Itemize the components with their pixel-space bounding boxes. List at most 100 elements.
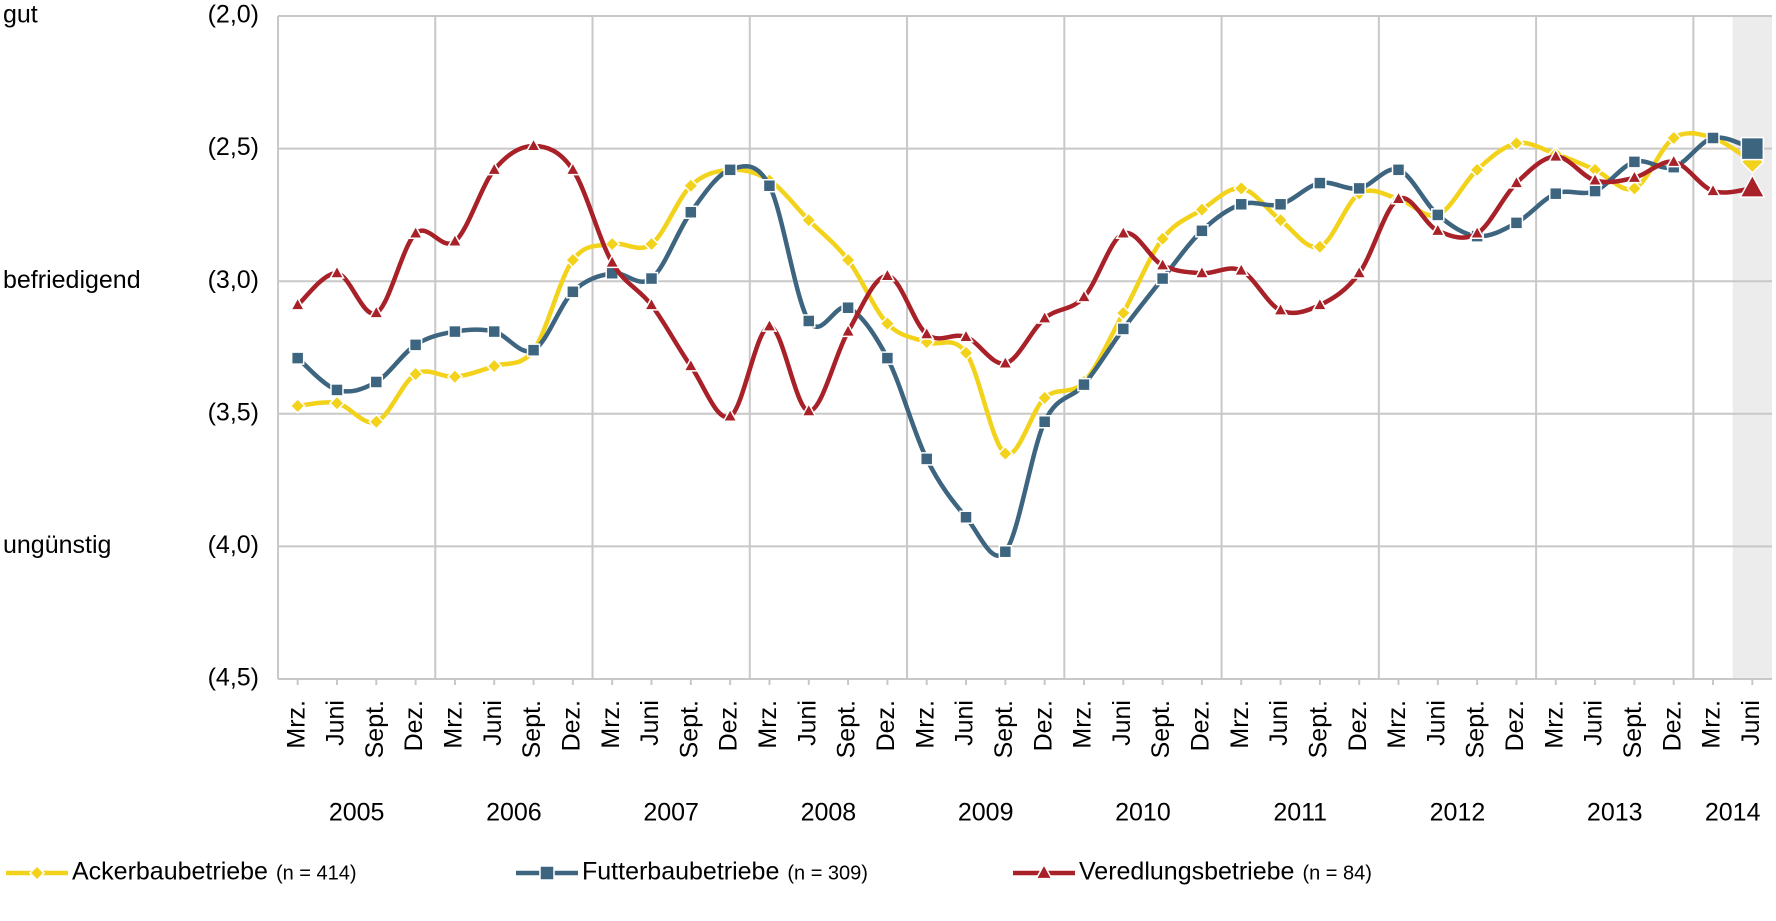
x-tick-label: Juni [1422, 700, 1450, 746]
data-point [1706, 131, 1720, 145]
data-point [840, 251, 857, 269]
data-point [958, 328, 974, 343]
data-point [761, 317, 778, 332]
y-tick-label: (3,5) [208, 398, 259, 426]
x-tick-label: Juni [322, 700, 350, 746]
data-point [1740, 136, 1765, 161]
data-point [1588, 184, 1602, 198]
data-point [644, 271, 659, 286]
x-tick-label: Dez. [557, 700, 585, 751]
x-tick-label: Dez. [872, 700, 900, 751]
data-point [1193, 201, 1210, 218]
data-point [1390, 190, 1407, 205]
series-line [297, 131, 1754, 457]
data-point [1115, 224, 1132, 240]
year-label: 2014 [1705, 799, 1761, 827]
y-tick-label: (4,0) [208, 531, 259, 559]
x-tick-label: Mrz. [1069, 700, 1097, 749]
legend-marker [28, 864, 46, 882]
data-point [1036, 309, 1053, 324]
legend-n-label: (n = 414) [276, 862, 357, 884]
data-point [959, 510, 973, 524]
data-point [918, 325, 935, 340]
data-point [1509, 216, 1524, 230]
data-point [368, 304, 385, 319]
data-point [328, 395, 346, 412]
x-tick-label: Juni [479, 700, 507, 746]
year-label: 2007 [643, 799, 699, 827]
data-point [1549, 186, 1563, 201]
data-point [1077, 377, 1091, 392]
year-label: 2009 [958, 799, 1014, 827]
data-point [486, 161, 503, 176]
data-point [840, 322, 856, 338]
data-point [1352, 181, 1366, 196]
data-point [290, 351, 305, 365]
x-tick-label: Mrz. [597, 700, 625, 749]
legend-n-label: (n = 84) [1302, 862, 1371, 884]
data-point [643, 296, 660, 311]
x-tick-label: Sept. [833, 700, 861, 758]
x-tick-label: Juni [1737, 700, 1765, 746]
x-tick-label: Mrz. [911, 700, 939, 749]
data-point [604, 236, 621, 253]
data-point [1351, 264, 1368, 279]
data-point [1154, 256, 1171, 271]
data-point [368, 413, 385, 430]
data-point [1391, 163, 1406, 177]
data-point [1037, 415, 1052, 429]
y-tick-label: (4,5) [208, 664, 259, 692]
x-tick-label: Juni [1580, 700, 1608, 746]
x-tick-label: Mrz. [1540, 700, 1568, 749]
rating-label: gut [3, 1, 38, 29]
data-point [1311, 238, 1328, 255]
data-point [408, 338, 423, 352]
year-label: 2008 [801, 799, 857, 827]
data-point [1233, 180, 1250, 197]
x-tick-label: Mrz. [1383, 700, 1411, 749]
x-tick-label: Mrz. [754, 700, 782, 749]
x-tick-label: Mrz. [1698, 700, 1726, 749]
data-point [1313, 176, 1327, 190]
x-tick-label: Dez. [1187, 700, 1215, 751]
data-point [997, 445, 1014, 462]
data-point [369, 375, 384, 389]
data-point [487, 324, 501, 339]
legend-label: Futterbaubetriebe [582, 858, 779, 886]
data-point [1665, 129, 1682, 147]
data-point [682, 357, 699, 372]
x-tick-label: Sept. [1304, 700, 1332, 758]
x-tick-label: Dez. [400, 700, 428, 751]
data-point [486, 358, 503, 375]
data-point [1665, 153, 1682, 168]
highlight-band [1732, 16, 1772, 679]
data-point [1429, 222, 1446, 237]
data-point [762, 178, 777, 193]
x-tick-label: Sept. [990, 700, 1018, 758]
data-point [1587, 171, 1603, 186]
data-point [841, 300, 855, 315]
data-point [997, 354, 1014, 369]
data-point [1547, 147, 1564, 163]
x-tick-label: Mrz. [1226, 700, 1254, 749]
data-point [1469, 161, 1486, 178]
data-point [1705, 182, 1721, 197]
x-tick-label: Sept. [675, 700, 703, 758]
data-point [330, 383, 344, 397]
data-point [564, 251, 581, 269]
data-point [1627, 155, 1642, 169]
x-tick-label: Sept. [361, 700, 389, 758]
data-point [1508, 174, 1525, 189]
data-point [1272, 212, 1289, 229]
year-label: 2013 [1587, 799, 1643, 827]
x-tick-label: Sept. [1462, 700, 1490, 758]
data-point [1155, 271, 1170, 286]
rating-label: ungünstig [3, 531, 111, 559]
data-point [1738, 173, 1766, 198]
data-point [447, 232, 463, 247]
year-label: 2006 [486, 799, 542, 827]
x-tick-label: Juni [793, 700, 821, 746]
x-tick-label: Juni [951, 700, 979, 746]
data-point [564, 161, 581, 176]
x-tick-label: Juni [1108, 700, 1136, 746]
